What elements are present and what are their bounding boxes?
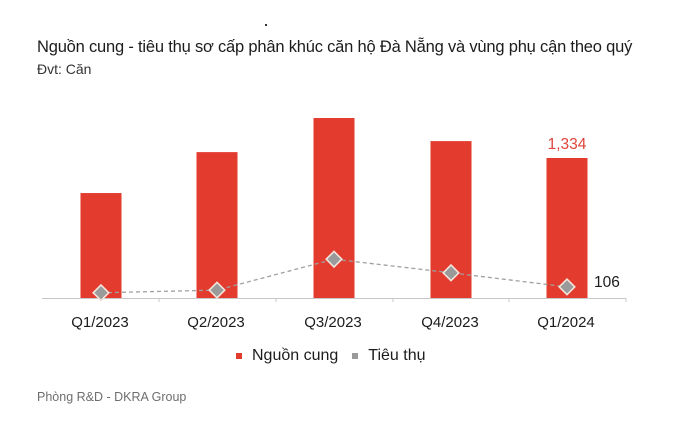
legend-swatch-absorption <box>352 353 359 359</box>
absorption-line <box>100 258 568 294</box>
source-note: Phòng R&D - DKRA Group <box>37 390 187 404</box>
absorption-diamond-marker <box>558 277 576 296</box>
legend-label-supply: Nguồn cung <box>252 347 339 364</box>
absorption-diamond-marker <box>325 250 343 269</box>
x-axis-ticks <box>158 298 627 302</box>
supply-bar <box>80 193 122 298</box>
legend: Nguồn cung Tiêu thụ <box>236 347 440 365</box>
stray-dot <box>265 24 267 26</box>
legend-label-absorption: Tiêu thụ <box>368 347 426 364</box>
legend-swatch-supply <box>236 353 242 359</box>
x-axis-label: Q2/2023 <box>187 314 245 331</box>
x-axis-labels: Q1/2023 Q2/2023 Q3/2023 Q4/2023 Q1/2024 <box>71 314 595 331</box>
x-axis-label: Q3/2023 <box>304 314 362 331</box>
absorption-diamond-marker <box>442 263 460 282</box>
supply-bar <box>546 158 588 298</box>
supply-bars <box>80 118 588 299</box>
chart-title: Nguồn cung - tiêu thụ sơ cấp phân khúc c… <box>37 38 633 56</box>
supply-bar <box>313 118 355 299</box>
absorption-diamond-marker <box>208 281 226 300</box>
last-absorption-label: 106 <box>594 274 620 291</box>
last-supply-label: 1,334 <box>548 136 587 153</box>
legend-item-supply[interactable]: Nguồn cung <box>236 347 338 365</box>
absorption-diamond-marker <box>92 283 110 302</box>
legend-item-absorption[interactable]: Tiêu thụ <box>352 347 426 365</box>
x-axis-label: Q4/2023 <box>421 314 479 331</box>
absorption-markers <box>92 250 576 302</box>
chart-subtitle: Đvt: Căn <box>37 61 92 77</box>
x-axis-label: Q1/2023 <box>71 314 129 331</box>
x-axis-label: Q1/2024 <box>537 314 595 331</box>
supply-bar <box>196 152 238 298</box>
